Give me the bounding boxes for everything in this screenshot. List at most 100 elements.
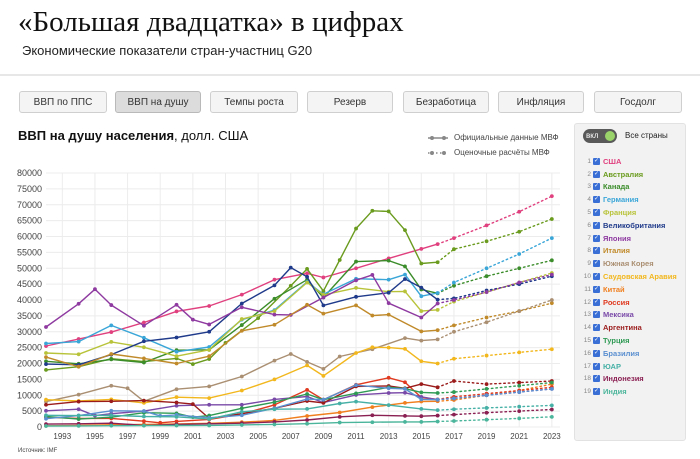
country-name: Индия (603, 387, 627, 397)
data-point (305, 363, 309, 368)
data-point (174, 361, 179, 366)
country-number: 11 (584, 285, 591, 293)
data-point (305, 271, 309, 276)
data-point (239, 402, 244, 407)
checkbox-icon[interactable]: ✓ (593, 311, 600, 319)
tab-reserves[interactable]: Резерв (307, 91, 393, 113)
x-tick-label: 2003 (217, 432, 235, 441)
checkbox-icon[interactable]: ✓ (593, 324, 600, 332)
checkbox-icon[interactable]: ✓ (593, 375, 600, 383)
data-point (386, 403, 391, 407)
country-item[interactable]: 16 ✓ Бразилия (579, 347, 683, 360)
data-point (419, 246, 424, 251)
checkbox-icon[interactable]: ✓ (593, 298, 600, 306)
data-point (370, 208, 375, 213)
checkbox-icon[interactable]: ✓ (593, 170, 600, 178)
tab-growth-rate[interactable]: Темпы роста (210, 91, 298, 113)
data-point (484, 410, 489, 415)
tab-gdp-ppp[interactable]: ВВП по ППС (19, 91, 107, 113)
series-line-official (45, 420, 438, 427)
checkbox-icon[interactable]: ✓ (593, 234, 600, 242)
data-point (549, 407, 554, 412)
all-countries-toggle[interactable]: вкл (583, 129, 617, 143)
data-point (484, 223, 489, 228)
data-point (337, 401, 342, 406)
country-number: 19 (583, 388, 591, 396)
checkbox-icon[interactable]: ✓ (593, 349, 600, 357)
x-tick-label: 2015 (412, 432, 430, 441)
checkbox-icon[interactable]: ✓ (593, 221, 600, 229)
checkbox-icon[interactable]: ✓ (593, 247, 600, 255)
checkbox-icon[interactable]: ✓ (593, 209, 600, 217)
country-name: Германия (603, 195, 639, 205)
country-item[interactable]: 14 ✓ Аргентина (579, 321, 683, 334)
country-item[interactable]: 8 ✓ Италия (579, 245, 683, 258)
x-tick-label: 2007 (282, 432, 300, 441)
checkbox-icon[interactable]: ✓ (593, 273, 600, 281)
data-point (174, 335, 179, 340)
checkbox-icon[interactable]: ✓ (593, 285, 600, 293)
data-point (239, 413, 244, 418)
data-point (419, 309, 424, 314)
data-point (386, 375, 391, 380)
data-point (517, 416, 522, 421)
country-item[interactable]: 10 ✓ Саудовская Аравия (579, 270, 683, 283)
data-point (452, 247, 456, 252)
data-point (305, 274, 309, 279)
x-tick-label: 2019 (478, 432, 496, 441)
country-item[interactable]: 5 ✓ Франция (579, 206, 683, 219)
data-point (305, 407, 309, 411)
y-tick-label: 80000 (17, 168, 42, 178)
tab-gdp-per-capita[interactable]: ВВП на душу (115, 91, 201, 113)
country-item[interactable]: 2 ✓ Австралия (579, 168, 683, 181)
country-item[interactable]: 12 ✓ Россия (579, 296, 683, 309)
country-item[interactable]: 11 ✓ Китай (579, 283, 683, 296)
data-point (305, 392, 309, 396)
data-point (517, 350, 522, 355)
y-tick-label: 70000 (17, 200, 42, 210)
data-point (174, 400, 179, 405)
checkbox-icon[interactable]: ✓ (593, 388, 600, 396)
data-point (517, 280, 522, 285)
data-point (272, 397, 277, 402)
data-point (207, 345, 212, 349)
checkbox-icon[interactable]: ✓ (593, 362, 600, 370)
series-line-official (45, 266, 439, 366)
country-item[interactable]: 1 ✓ США (579, 155, 683, 168)
country-item[interactable]: 7 ✓ Япония (579, 232, 683, 245)
chart-title: ВВП на душу населения, долл. США (18, 128, 248, 143)
data-point (354, 303, 358, 308)
country-item[interactable]: 19 ✓ Индия (579, 385, 683, 398)
data-point (142, 409, 146, 414)
checkbox-icon[interactable]: ✓ (593, 183, 600, 191)
country-item[interactable]: 3 ✓ Канада (579, 181, 683, 194)
data-point (44, 351, 48, 355)
tab-public-debt[interactable]: Госдолг (594, 91, 682, 113)
country-number: 10 (583, 273, 591, 281)
country-item[interactable]: 13 ✓ Мексика (579, 309, 683, 322)
y-tick-label: 40000 (17, 295, 42, 305)
data-point (403, 228, 407, 233)
country-item[interactable]: 15 ✓ Турция (579, 334, 683, 347)
country-name: Турция (603, 336, 630, 346)
country-item[interactable]: 6 ✓ Великобритания (579, 219, 683, 232)
data-point (452, 379, 456, 383)
country-item[interactable]: 18 ✓ Индонезия (579, 373, 683, 386)
checkbox-icon[interactable]: ✓ (593, 157, 600, 165)
checkbox-icon[interactable]: ✓ (593, 196, 600, 204)
checkbox-icon[interactable]: ✓ (593, 337, 600, 345)
data-point (549, 236, 554, 240)
data-point (174, 387, 179, 392)
data-point (44, 341, 48, 346)
data-point (174, 423, 179, 428)
data-point (190, 362, 195, 367)
tab-unemployment[interactable]: Безработица (403, 91, 489, 113)
x-tick-label: 2013 (380, 432, 398, 441)
checkbox-icon[interactable]: ✓ (593, 260, 600, 268)
country-item[interactable]: 17 ✓ ЮАР (579, 360, 683, 373)
tab-inflation[interactable]: Инфляция (498, 91, 584, 113)
country-item[interactable]: 9 ✓ Южная Корея (579, 257, 683, 270)
data-point (76, 364, 81, 369)
country-item[interactable]: 4 ✓ Германия (579, 193, 683, 206)
legend-official: Официальные данные МВФ (428, 133, 559, 142)
